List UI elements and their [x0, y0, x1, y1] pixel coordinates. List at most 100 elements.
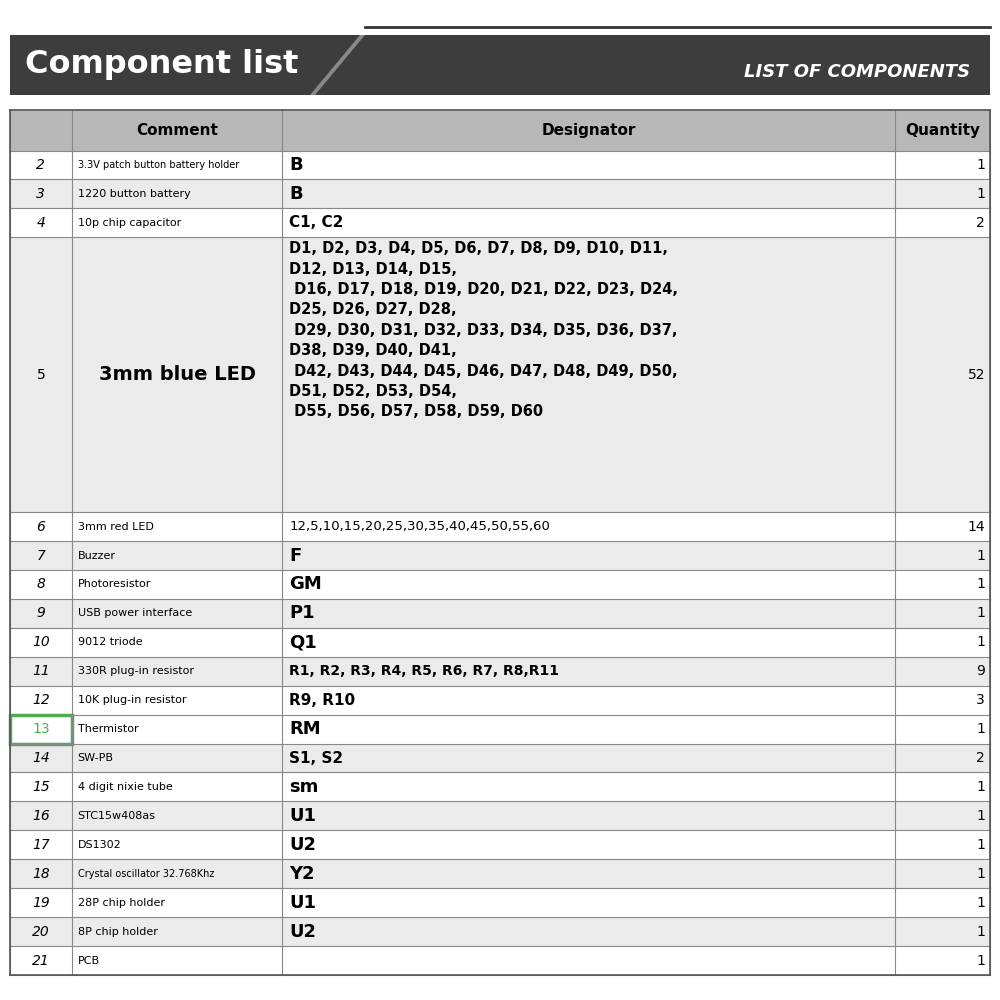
Bar — [10, 179, 990, 208]
Bar — [10, 859, 990, 888]
Bar — [10, 599, 990, 628]
Text: 9: 9 — [36, 606, 45, 620]
Text: 3: 3 — [36, 187, 45, 201]
Text: 21: 21 — [32, 954, 50, 968]
Bar — [10, 512, 990, 541]
Text: LIST OF COMPONENTS: LIST OF COMPONENTS — [744, 63, 970, 81]
Text: 13: 13 — [32, 722, 50, 736]
Text: Buzzer: Buzzer — [78, 551, 116, 561]
Text: 8P chip holder: 8P chip holder — [78, 927, 158, 937]
Text: Y2: Y2 — [289, 865, 315, 883]
Text: DS1302: DS1302 — [78, 840, 121, 850]
Text: Quantity: Quantity — [905, 123, 980, 138]
Text: 3mm blue LED: 3mm blue LED — [99, 365, 256, 384]
Text: 1: 1 — [976, 780, 985, 794]
Text: U1: U1 — [289, 894, 316, 912]
Bar — [10, 208, 990, 237]
Bar — [10, 686, 990, 715]
Text: 16: 16 — [32, 809, 50, 823]
Text: 18: 18 — [32, 867, 50, 881]
Text: Comment: Comment — [136, 123, 218, 138]
Bar — [10, 917, 990, 946]
Bar — [10, 541, 990, 570]
Text: 19: 19 — [32, 896, 50, 910]
Bar — [10, 657, 990, 686]
Bar — [10, 715, 990, 744]
Polygon shape — [310, 35, 365, 95]
Text: 20: 20 — [32, 925, 50, 939]
Text: USB power interface: USB power interface — [78, 608, 192, 618]
Bar — [10, 35, 990, 95]
Text: Photoresistor: Photoresistor — [78, 579, 151, 589]
Text: R9, R10: R9, R10 — [289, 693, 356, 708]
Text: F: F — [289, 547, 302, 565]
Text: 1: 1 — [976, 925, 985, 939]
Text: P1: P1 — [289, 604, 315, 622]
Text: 1: 1 — [976, 187, 985, 201]
Text: RM: RM — [289, 720, 321, 738]
Bar — [10, 715, 72, 744]
Text: 1: 1 — [976, 722, 985, 736]
Text: 12,5,10,15,20,25,30,35,40,45,50,55,60: 12,5,10,15,20,25,30,35,40,45,50,55,60 — [289, 520, 550, 533]
Text: 9: 9 — [976, 664, 985, 678]
Bar — [10, 830, 990, 859]
Text: 7: 7 — [36, 549, 45, 563]
Text: 1: 1 — [976, 896, 985, 910]
Text: 1: 1 — [976, 577, 985, 591]
Bar — [10, 628, 990, 657]
Text: 3mm red LED: 3mm red LED — [78, 522, 154, 532]
Text: 1: 1 — [976, 867, 985, 881]
Text: 1: 1 — [976, 549, 985, 563]
Text: C1, C2: C1, C2 — [289, 215, 344, 230]
Text: 17: 17 — [32, 838, 50, 852]
Text: Crystal oscillator 32.768Khz: Crystal oscillator 32.768Khz — [78, 869, 214, 879]
Text: 2: 2 — [36, 158, 45, 172]
Text: 8: 8 — [36, 577, 45, 591]
Text: 12: 12 — [32, 693, 50, 707]
Text: 1: 1 — [976, 158, 985, 172]
Text: 6: 6 — [36, 520, 45, 534]
Text: 10K plug-in resistor: 10K plug-in resistor — [78, 695, 186, 705]
Text: Q1: Q1 — [289, 633, 317, 651]
Bar — [10, 946, 990, 975]
Text: Thermistor: Thermistor — [78, 724, 138, 734]
Text: 4 digit nixie tube: 4 digit nixie tube — [78, 782, 172, 792]
Text: SW-PB: SW-PB — [78, 753, 114, 763]
Text: B: B — [289, 185, 303, 203]
Text: GM: GM — [289, 575, 322, 593]
Text: Component list: Component list — [25, 49, 298, 81]
Text: U2: U2 — [289, 923, 316, 941]
Text: Designator: Designator — [542, 123, 636, 138]
Text: 1: 1 — [976, 838, 985, 852]
Bar — [10, 237, 990, 512]
Text: B: B — [289, 156, 303, 174]
Text: 4: 4 — [36, 216, 45, 230]
Bar — [10, 888, 990, 917]
Text: 5: 5 — [36, 368, 45, 382]
Bar — [10, 772, 990, 801]
Text: U1: U1 — [289, 807, 316, 825]
Text: 3: 3 — [976, 693, 985, 707]
Text: 2: 2 — [976, 751, 985, 765]
Text: 1: 1 — [976, 954, 985, 968]
Text: 10: 10 — [32, 635, 50, 649]
Text: 10p chip capacitor: 10p chip capacitor — [78, 218, 181, 228]
Text: 28P chip holder: 28P chip holder — [78, 898, 165, 908]
Bar — [10, 570, 990, 599]
Text: 15: 15 — [32, 780, 50, 794]
Text: 1220 button battery: 1220 button battery — [78, 189, 190, 199]
Text: 14: 14 — [32, 751, 50, 765]
Bar — [10, 151, 990, 179]
Text: STC15w408as: STC15w408as — [78, 811, 156, 821]
Text: D1, D2, D3, D4, D5, D6, D7, D8, D9, D10, D11,
D12, D13, D14, D15,
 D16, D17, D18: D1, D2, D3, D4, D5, D6, D7, D8, D9, D10,… — [289, 241, 678, 419]
Text: 52: 52 — [968, 368, 985, 382]
Text: 1: 1 — [976, 809, 985, 823]
Bar — [10, 110, 990, 151]
Text: U2: U2 — [289, 836, 316, 854]
Text: 2: 2 — [976, 216, 985, 230]
Text: 330R plug-in resistor: 330R plug-in resistor — [78, 666, 194, 676]
Text: 3.3V patch button battery holder: 3.3V patch button battery holder — [78, 160, 239, 170]
Bar — [10, 744, 990, 772]
Text: PCB: PCB — [78, 956, 100, 966]
Bar — [10, 801, 990, 830]
